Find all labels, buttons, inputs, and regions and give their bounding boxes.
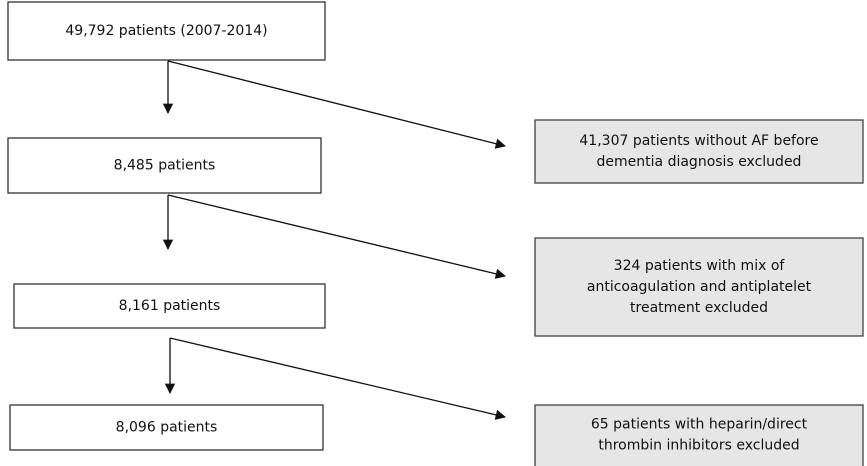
arrow xyxy=(167,60,507,149)
exclusion-box xyxy=(534,404,864,466)
exclusion-box-text: thrombin inhibitors excluded xyxy=(598,438,799,454)
exclusion-box xyxy=(534,237,864,337)
patient-box-text: 8,485 patients xyxy=(114,158,216,174)
exclusion-box-text: 324 patients with mix of xyxy=(614,258,786,274)
exclusion-box-text: 65 patients with heparin/direct xyxy=(591,417,808,433)
exclusion-box-text: 41,307 patients without AF before xyxy=(579,133,818,149)
exclusion-box-text: dementia diagnosis excluded xyxy=(597,154,802,170)
patient-box xyxy=(7,1,326,61)
patient-box xyxy=(9,404,324,451)
patient-box-text: 49,792 patients (2007-2014) xyxy=(65,23,267,39)
patient-box-text: 8,161 patients xyxy=(119,298,221,314)
arrow xyxy=(167,194,507,279)
patient-box-text: 8,096 patients xyxy=(116,420,218,436)
connectors xyxy=(162,60,507,420)
patient-box xyxy=(13,283,326,329)
exclusion-box-text: treatment excluded xyxy=(630,300,768,316)
exclusion-box-text: anticoagulation and antiplatelet xyxy=(587,279,812,295)
patient-box xyxy=(7,137,322,194)
exclusion-box xyxy=(534,119,864,184)
arrow xyxy=(169,337,507,420)
